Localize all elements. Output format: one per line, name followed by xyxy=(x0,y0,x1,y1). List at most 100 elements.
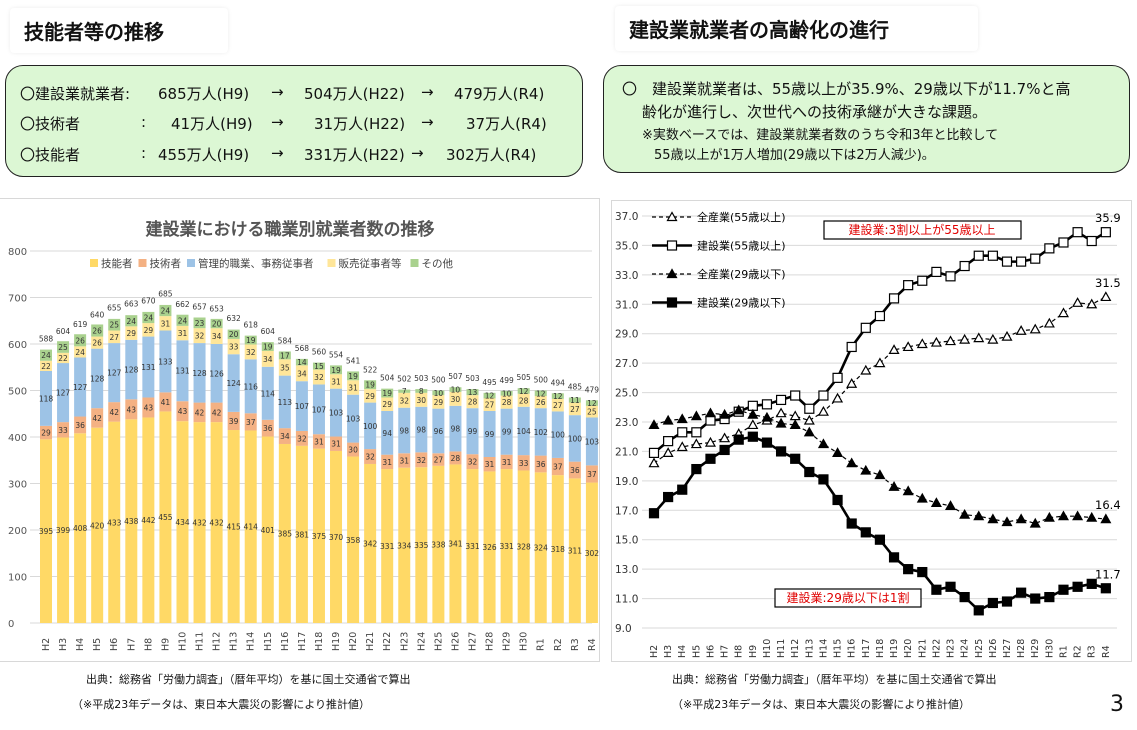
bar-value-label: 385 xyxy=(278,529,293,538)
data-point xyxy=(790,453,801,464)
data-point xyxy=(817,438,829,449)
bar-segment xyxy=(347,456,360,623)
y-tick-label: 700 xyxy=(8,294,27,305)
bar-value-label: 10 xyxy=(451,386,461,395)
data-point xyxy=(1086,298,1098,309)
end-value-label: 31.5 xyxy=(1095,276,1121,290)
data-point xyxy=(888,344,900,354)
arrow-icon: → xyxy=(271,83,284,101)
x-tick-label: H13 xyxy=(804,639,815,658)
bar-value-label: 32 xyxy=(365,453,375,462)
bar-value-label: 24 xyxy=(161,307,171,316)
bar-segment xyxy=(261,419,274,437)
x-tick-label: H10 xyxy=(177,632,188,651)
bar-total-label: 653 xyxy=(209,304,224,313)
bar-value-label: 381 xyxy=(295,530,310,539)
x-tick-label: H9 xyxy=(748,645,759,658)
bar-value-label: 14 xyxy=(297,358,307,367)
data-point xyxy=(1072,297,1084,307)
legend-label: 技能者 xyxy=(101,257,133,270)
data-point xyxy=(917,275,928,286)
bar-segment xyxy=(398,407,411,454)
bar-value-label: 27 xyxy=(434,456,444,465)
bar-value-label: 31 xyxy=(399,456,409,465)
series-line xyxy=(653,409,1106,525)
bar-segment xyxy=(176,325,189,341)
bar-total-label: 502 xyxy=(397,375,412,384)
data-point xyxy=(888,552,900,563)
summary-row: 〇建設業就業者: xyxy=(20,83,130,104)
data-point xyxy=(916,492,928,503)
bar-value-label: 35 xyxy=(280,363,290,372)
bar-segment xyxy=(91,348,104,409)
bar-segment xyxy=(517,393,530,407)
x-tick-label: H19 xyxy=(331,632,342,651)
bar-segment xyxy=(74,334,87,347)
bar-value-label: 25 xyxy=(58,343,68,352)
data-point xyxy=(973,605,984,616)
data-point xyxy=(648,457,660,468)
x-tick-label: H11 xyxy=(776,639,787,658)
data-point xyxy=(789,419,801,430)
data-point xyxy=(860,464,872,475)
bar-total-label: 499 xyxy=(499,376,514,385)
bar-value-label: 126 xyxy=(209,369,224,378)
bar-segment xyxy=(210,318,223,329)
bar-value-label: 24 xyxy=(41,351,51,360)
bar-value-label: 42 xyxy=(92,414,102,423)
bar-segment xyxy=(227,354,240,412)
bar-segment xyxy=(278,443,291,623)
bar-segment xyxy=(176,340,189,402)
left-source-note: 出典：総務省「労働力調査」（暦年平均）を基に国土交通省で算出 xyxy=(86,673,411,686)
bar-segment xyxy=(278,428,291,444)
x-tick-label: H25 xyxy=(433,632,444,651)
data-point xyxy=(803,414,815,425)
bar-value-label: 19 xyxy=(382,389,392,398)
data-point xyxy=(987,250,998,261)
bar-value-label: 401 xyxy=(261,526,276,535)
bar-value-label: 31 xyxy=(178,329,188,338)
bar-total-label: 588 xyxy=(39,335,54,344)
bar-value-label: 328 xyxy=(517,543,532,552)
x-tick-label: H3 xyxy=(58,638,69,651)
summary-value-h22: 31万人(H22) xyxy=(314,115,406,133)
data-point xyxy=(973,332,985,343)
bar-value-label: 335 xyxy=(414,541,429,550)
bar-value-label: 23 xyxy=(195,319,205,328)
y-tick-label: 23.0 xyxy=(615,417,638,429)
bar-segment xyxy=(193,328,206,344)
bar-value-label: 26 xyxy=(75,336,85,345)
y-tick-label: 35.0 xyxy=(615,240,638,252)
bar-total-label: 494 xyxy=(551,378,566,387)
bar-segment xyxy=(500,454,513,470)
bar-segment xyxy=(159,411,172,623)
bar-segment xyxy=(74,346,87,358)
bar-value-label: 127 xyxy=(56,389,71,398)
bar-total-label: 670 xyxy=(141,296,156,305)
bar-segment xyxy=(364,380,377,390)
x-tick-label: H19 xyxy=(889,639,900,658)
bar-segment xyxy=(432,408,445,454)
bar-segment xyxy=(330,374,343,389)
data-point xyxy=(888,481,900,491)
bar-segment xyxy=(534,396,547,409)
legend-label: 全産業(55歳以上) xyxy=(697,210,786,224)
bar-segment xyxy=(57,363,70,423)
bar-value-label: 25 xyxy=(109,321,119,330)
data-point xyxy=(761,437,773,448)
bar-value-label: 420 xyxy=(90,521,105,530)
x-tick-label: H2 xyxy=(649,645,660,658)
bar-value-label: 113 xyxy=(278,398,293,407)
y-tick-label: 9.0 xyxy=(615,623,632,635)
bar-segment xyxy=(193,402,206,423)
bar-value-label: 131 xyxy=(141,363,156,372)
bar-segment xyxy=(449,387,462,392)
bar-value-label: 99 xyxy=(468,427,478,436)
bar-value-label: 311 xyxy=(568,547,583,556)
bar-value-label: 127 xyxy=(73,383,88,392)
x-tick-label: H16 xyxy=(280,632,291,651)
data-point xyxy=(1100,513,1112,524)
bar-segment xyxy=(57,437,70,623)
bar-value-label: 104 xyxy=(517,427,532,436)
bar-value-label: 31 xyxy=(485,460,495,469)
